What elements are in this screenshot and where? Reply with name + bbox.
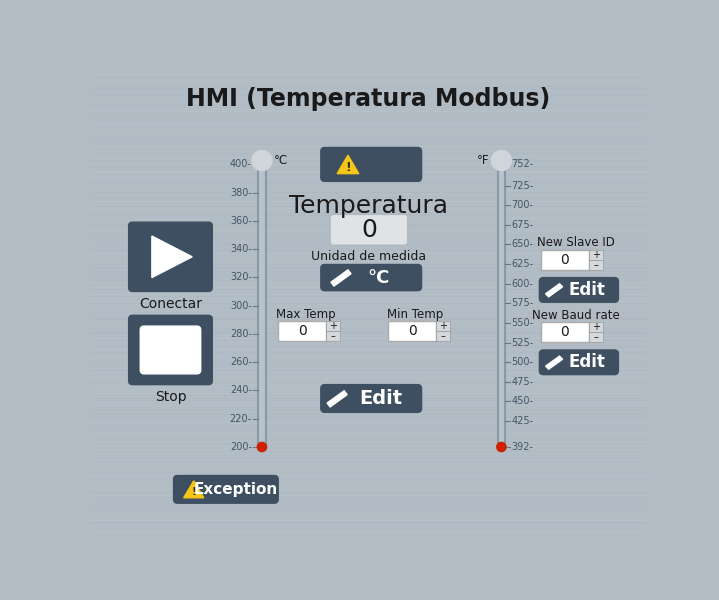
Text: Temperatura: Temperatura <box>289 194 449 218</box>
Text: 0: 0 <box>298 324 306 338</box>
Bar <box>589 332 603 342</box>
Text: 0: 0 <box>408 324 416 338</box>
Text: 450-: 450- <box>511 397 533 406</box>
Text: +: + <box>439 321 447 331</box>
Bar <box>541 322 589 342</box>
Text: –: – <box>441 331 446 341</box>
FancyBboxPatch shape <box>330 214 408 245</box>
Bar <box>589 250 603 260</box>
Text: –: – <box>331 331 336 341</box>
Polygon shape <box>152 236 192 278</box>
FancyBboxPatch shape <box>539 278 618 302</box>
FancyBboxPatch shape <box>129 316 212 385</box>
Text: 300-: 300- <box>230 301 252 311</box>
Text: 400-: 400- <box>230 160 252 169</box>
Bar <box>388 321 436 341</box>
Polygon shape <box>546 284 563 297</box>
Text: 650-: 650- <box>511 239 533 250</box>
Text: –: – <box>593 332 598 342</box>
Circle shape <box>497 442 506 452</box>
Text: +: + <box>329 321 337 331</box>
Circle shape <box>491 151 511 170</box>
Text: New Slave ID: New Slave ID <box>537 236 615 250</box>
Text: 675-: 675- <box>511 220 533 230</box>
Text: 725-: 725- <box>511 181 533 191</box>
Circle shape <box>257 442 267 452</box>
Text: HMI (Temperatura Modbus): HMI (Temperatura Modbus) <box>186 87 550 111</box>
Text: Max Temp: Max Temp <box>275 308 335 321</box>
Text: 500-: 500- <box>511 357 533 367</box>
Text: 320-: 320- <box>230 272 252 283</box>
Text: 752-: 752- <box>511 160 533 169</box>
Polygon shape <box>183 481 203 498</box>
FancyBboxPatch shape <box>321 385 421 412</box>
Bar <box>258 164 266 447</box>
Text: 700-: 700- <box>511 200 533 210</box>
Circle shape <box>252 151 272 170</box>
Text: Edit: Edit <box>360 389 403 408</box>
Text: 220-: 220- <box>230 414 252 424</box>
Text: Unidad de medida: Unidad de medida <box>311 250 426 263</box>
Polygon shape <box>327 391 347 407</box>
Text: 525-: 525- <box>511 338 533 347</box>
Text: 425-: 425- <box>511 416 533 426</box>
Text: 0: 0 <box>361 218 377 242</box>
Bar <box>541 250 589 270</box>
Text: 0: 0 <box>561 325 569 339</box>
FancyBboxPatch shape <box>539 350 618 374</box>
FancyBboxPatch shape <box>321 148 421 181</box>
Text: +: + <box>592 322 600 332</box>
Bar <box>589 322 603 332</box>
Text: °C: °C <box>275 154 288 167</box>
Text: 280-: 280- <box>230 329 252 339</box>
Text: 600-: 600- <box>511 279 533 289</box>
Text: Conectar: Conectar <box>139 297 202 311</box>
Text: 340-: 340- <box>230 244 252 254</box>
Text: Exception: Exception <box>193 482 278 497</box>
Bar <box>326 331 340 341</box>
Text: 200-: 200- <box>230 442 252 452</box>
Text: Min Temp: Min Temp <box>388 308 444 321</box>
Text: °C: °C <box>367 269 390 287</box>
Text: 260-: 260- <box>230 357 252 367</box>
Text: 380-: 380- <box>230 188 252 197</box>
FancyBboxPatch shape <box>173 475 278 503</box>
Text: !: ! <box>345 161 351 174</box>
Bar <box>436 331 450 341</box>
Text: +: + <box>592 250 600 260</box>
Bar <box>326 321 340 331</box>
Text: Edit: Edit <box>569 281 606 299</box>
Bar <box>278 321 326 341</box>
Text: Edit: Edit <box>569 353 606 371</box>
Bar <box>498 164 505 447</box>
Text: 392-: 392- <box>511 442 533 452</box>
Polygon shape <box>337 155 359 173</box>
Text: 575-: 575- <box>511 298 533 308</box>
Text: 625-: 625- <box>511 259 533 269</box>
Polygon shape <box>546 356 563 369</box>
FancyBboxPatch shape <box>321 265 421 290</box>
Text: New Baud rate: New Baud rate <box>532 309 620 322</box>
Text: 0: 0 <box>561 253 569 267</box>
Text: Stop: Stop <box>155 390 186 404</box>
FancyBboxPatch shape <box>140 326 201 374</box>
Text: –: – <box>593 260 598 270</box>
Polygon shape <box>331 270 351 286</box>
Text: 550-: 550- <box>511 318 533 328</box>
Text: !: ! <box>191 487 196 497</box>
Bar <box>589 260 603 270</box>
Text: 240-: 240- <box>230 385 252 395</box>
Text: 475-: 475- <box>511 377 533 387</box>
Bar <box>436 321 450 331</box>
FancyBboxPatch shape <box>129 222 212 292</box>
Text: °F: °F <box>477 154 489 167</box>
Text: 360-: 360- <box>230 216 252 226</box>
